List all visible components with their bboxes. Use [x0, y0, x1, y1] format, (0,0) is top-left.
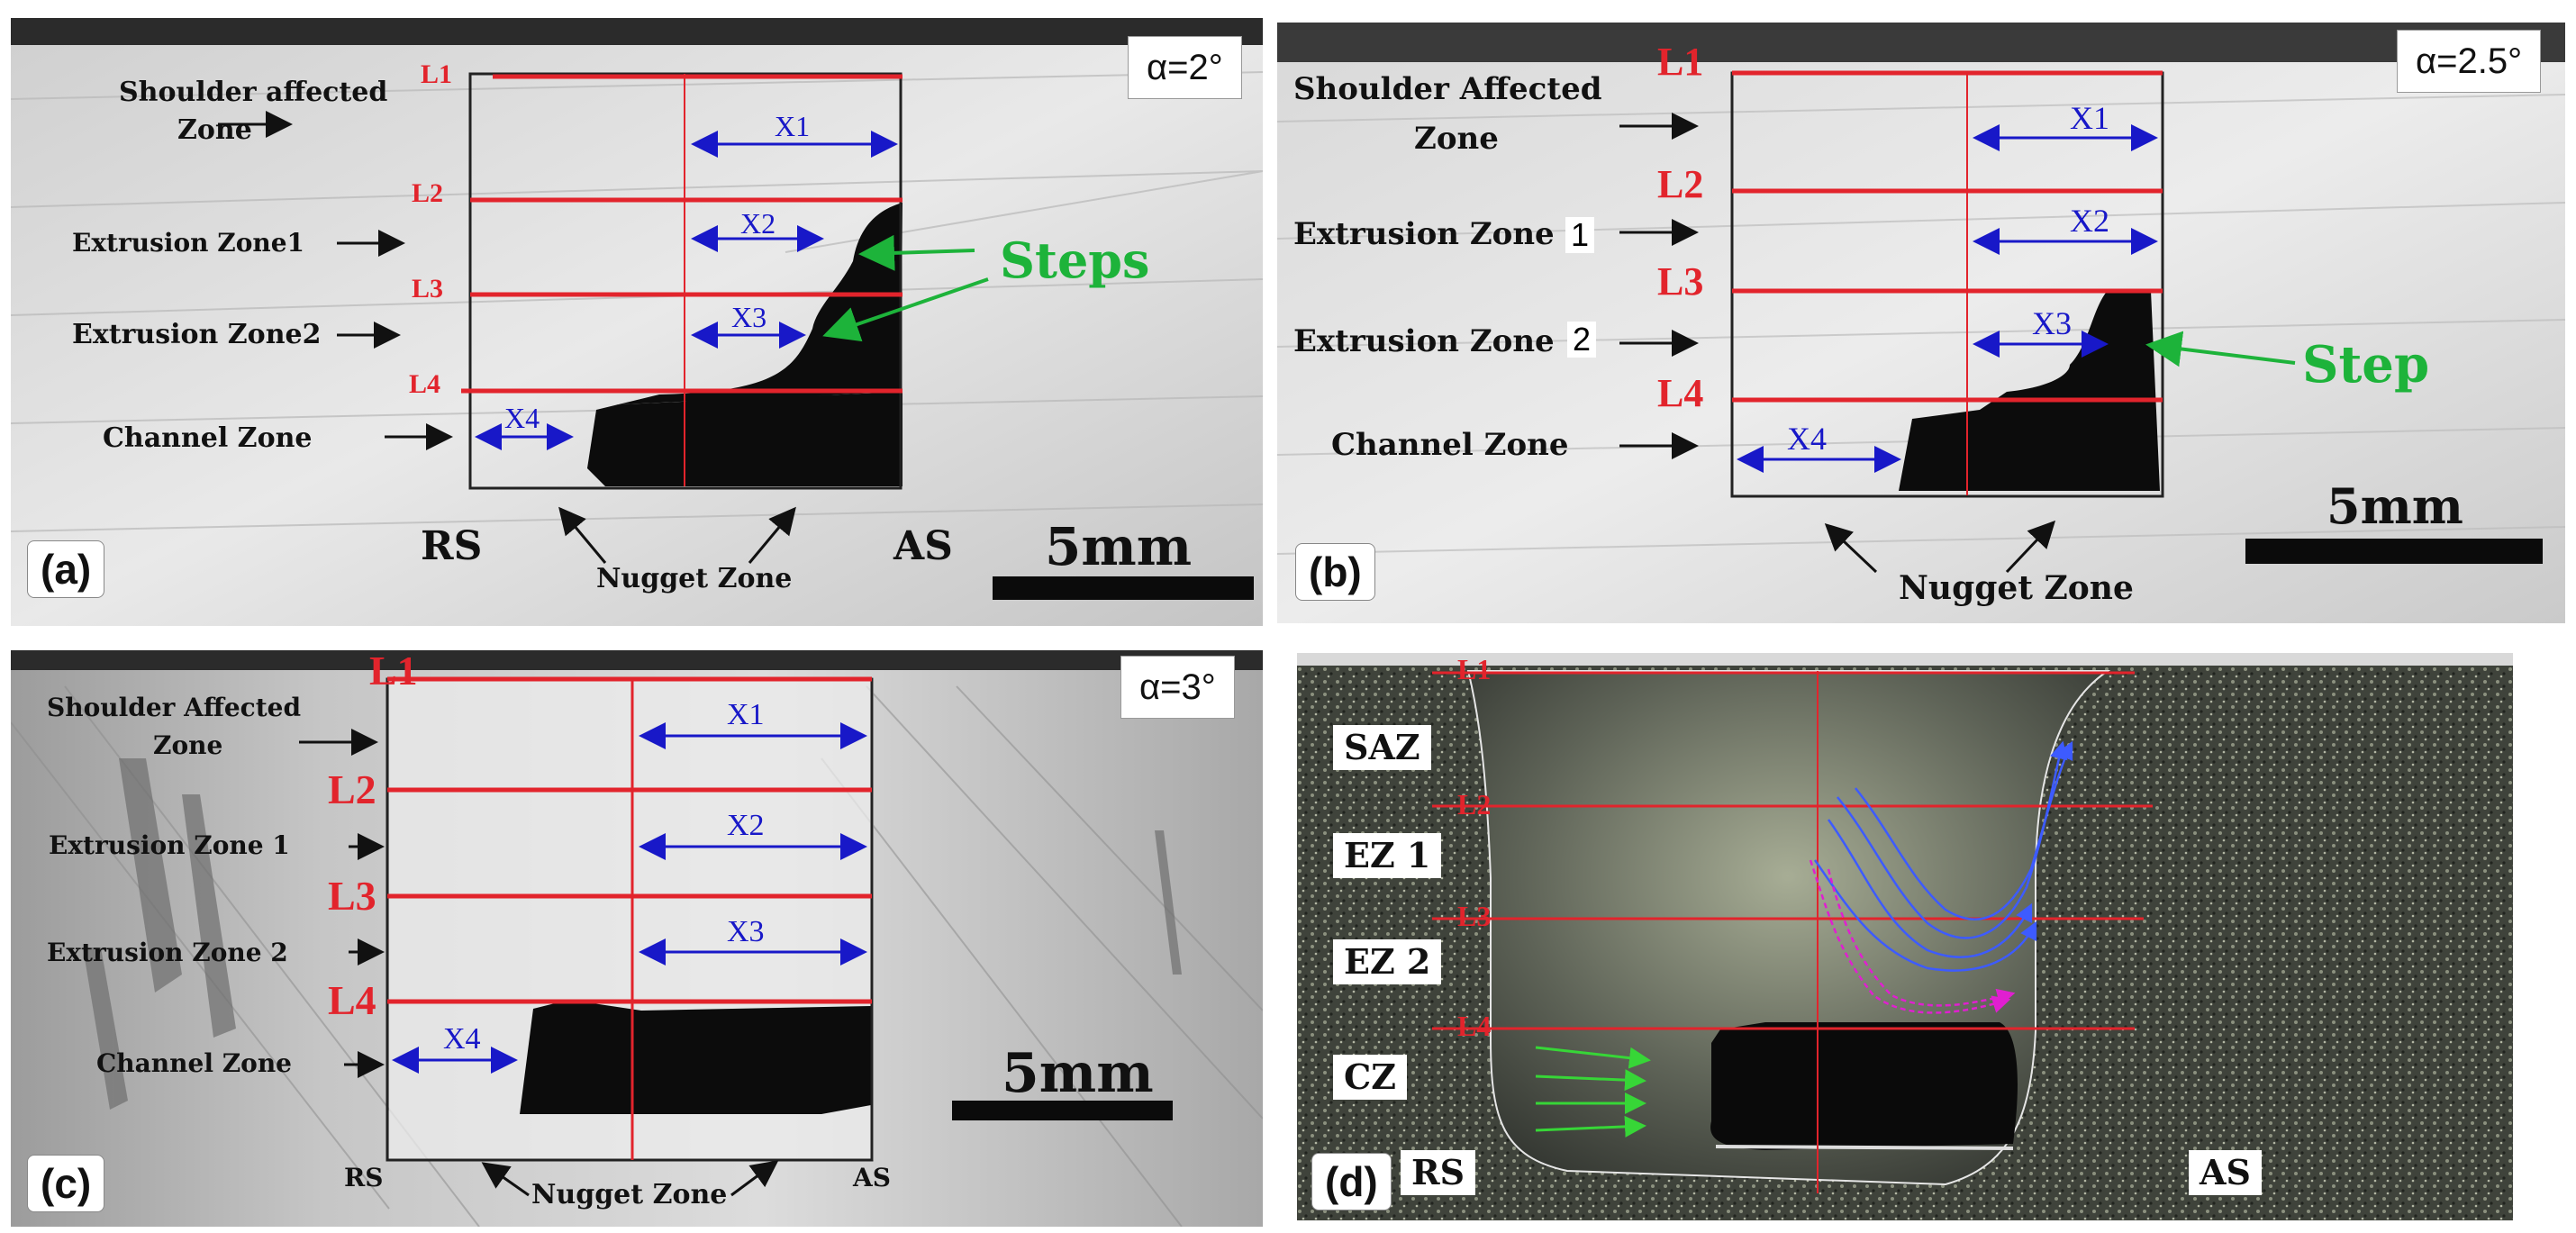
- zone-label-shoulder-2: Zone: [1414, 121, 1499, 157]
- width-label-x3: X3: [731, 301, 767, 333]
- scale-bar-label: 5mm: [1002, 1042, 1154, 1105]
- panel-a: Shoulder affected Zone Extrusion Zone1 E…: [11, 18, 1263, 626]
- zone-label-ez2: EZ 2: [1333, 939, 1442, 984]
- panel-tag-d: (d): [1311, 1153, 1392, 1210]
- zone-label-ez1: EZ 1: [1333, 833, 1442, 878]
- zone-label-cz: CZ: [1333, 1055, 1407, 1100]
- panel-tag-c: (c): [27, 1155, 105, 1212]
- nugget-zone-label: Nugget Zone: [531, 1179, 728, 1210]
- zone-label-channel: Channel Zone: [96, 1048, 292, 1078]
- level-label-l4: L4: [1657, 371, 1704, 415]
- nugget-zone-label: Nugget Zone: [596, 563, 793, 594]
- panel-d-graphic: [1297, 653, 2513, 1220]
- panel-a-graphic: [11, 18, 1263, 626]
- angle-label: α=2°: [1128, 36, 1242, 99]
- step-callout: Step: [2302, 335, 2430, 394]
- rs-label: RS: [344, 1163, 384, 1192]
- angle-label: α=3°: [1120, 656, 1235, 719]
- zone-label-shoulder-1: Shoulder affected: [119, 77, 388, 108]
- zone-label-shoulder-1: Shoulder Affected: [1293, 71, 1602, 107]
- zone-label-saz: SAZ: [1333, 725, 1431, 770]
- rs-label: RS: [421, 523, 483, 569]
- level-label-l3: L3: [1457, 900, 1492, 932]
- panel-tag-b: (b): [1295, 543, 1375, 601]
- as-label: AS: [853, 1163, 891, 1192]
- level-label-l1: L1: [421, 59, 453, 89]
- as-label: AS: [893, 523, 953, 569]
- panel-b: Shoulder Affected Zone Extrusion Zone 1 …: [1277, 23, 2565, 623]
- width-label-x1: X1: [2070, 100, 2109, 136]
- panel-d: L1 L2 L3 L4 SAZ EZ 1 EZ 2 CZ RS AS (d): [1297, 653, 2513, 1220]
- level-label-l1: L1: [369, 650, 418, 694]
- zone-label-extrusion-2: Extrusion Zone: [1293, 323, 1555, 359]
- rs-label: RS: [1401, 1150, 1476, 1195]
- zone-label-extrusion-1: Extrusion Zone: [1293, 216, 1555, 252]
- zone-label-shoulder-2: Zone: [153, 730, 223, 760]
- panel-c-graphic: [11, 650, 1263, 1227]
- level-label-l2: L2: [412, 178, 444, 208]
- scale-bar-label: 5mm: [1045, 516, 1193, 577]
- zone-label-extrusion-2-num: 2: [1567, 322, 1597, 358]
- zone-label-channel: Channel Zone: [103, 422, 313, 454]
- scale-bar-label: 5mm: [2327, 477, 2463, 535]
- angle-label: α=2.5°: [2397, 30, 2542, 93]
- level-label-l2: L2: [328, 766, 376, 812]
- zone-label-shoulder-1: Shoulder Affected: [47, 693, 302, 722]
- panel-c: Shoulder Affected Zone Extrusion Zone 1 …: [11, 650, 1263, 1227]
- width-label-x4: X4: [443, 1022, 481, 1056]
- level-label-l3: L3: [328, 873, 376, 919]
- nugget-zone-label: Nugget Zone: [1899, 569, 2134, 607]
- width-label-x4: X4: [1787, 421, 1827, 457]
- width-label-x1: X1: [727, 698, 765, 731]
- level-label-l3: L3: [412, 274, 444, 304]
- width-label-x2: X2: [2070, 203, 2109, 239]
- width-label-x1: X1: [775, 110, 811, 142]
- width-label-x3: X3: [2032, 305, 2072, 341]
- zone-label-extrusion-1-num: 1: [1565, 217, 1595, 253]
- zone-label-extrusion-1: Extrusion Zone1: [72, 228, 305, 258]
- panel-tag-a: (a): [27, 540, 105, 598]
- level-label-l3: L3: [1657, 259, 1704, 304]
- as-label: AS: [2189, 1150, 2262, 1195]
- level-label-l2: L2: [1657, 162, 1704, 206]
- level-label-l1: L1: [1657, 40, 1704, 84]
- steps-callout: Steps: [1000, 231, 1150, 289]
- level-label-l4: L4: [328, 977, 376, 1023]
- width-label-x3: X3: [727, 915, 765, 948]
- zone-label-channel: Channel Zone: [1331, 427, 1569, 463]
- zone-label-extrusion-2: Extrusion Zone2: [72, 319, 322, 350]
- width-label-x4: X4: [504, 402, 540, 434]
- level-label-l4: L4: [409, 369, 441, 399]
- zone-label-extrusion-1: Extrusion Zone 1: [49, 830, 290, 860]
- level-label-l4: L4: [1457, 1010, 1492, 1042]
- width-label-x2: X2: [727, 809, 765, 842]
- width-label-x2: X2: [740, 207, 776, 240]
- level-label-l2: L2: [1457, 788, 1492, 820]
- zone-label-extrusion-2: Extrusion Zone 2: [47, 938, 288, 967]
- level-label-l1: L1: [1457, 653, 1492, 685]
- zone-label-shoulder-2: Zone: [177, 114, 252, 146]
- panel-b-graphic: [1277, 23, 2565, 623]
